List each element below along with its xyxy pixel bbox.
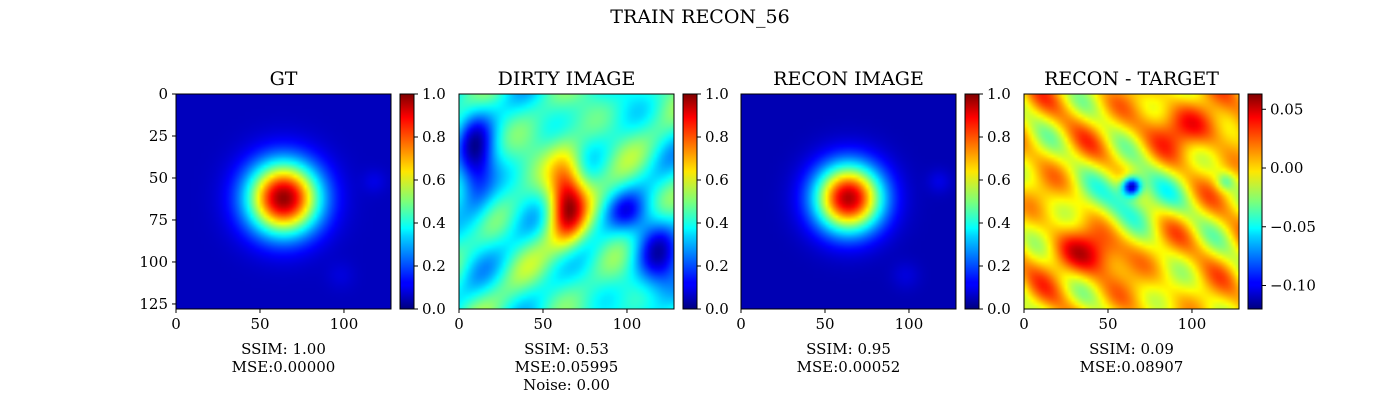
- heatmap-image: [741, 94, 956, 309]
- panel-title-gt: GT: [269, 68, 298, 90]
- colorbar: [682, 93, 698, 310]
- axes-frame: [175, 93, 392, 310]
- metric-mse: MSE:0.08907: [1079, 358, 1184, 376]
- colorbar-tick-label: 0.00: [1270, 159, 1303, 177]
- panel-recon: 0 50 100 0.0 0.2 0.4 0.6 0.8 1.0: [736, 85, 1011, 333]
- panel-title-recon: RECON IMAGE: [773, 68, 924, 90]
- metric-ssim: SSIM: 0.53: [524, 340, 609, 358]
- x-tick-label: 100: [330, 315, 359, 333]
- figure-title: TRAIN RECON_56: [610, 6, 790, 28]
- metric-ssim: SSIM: 0.09: [1089, 340, 1174, 358]
- heatmap-image: [176, 94, 391, 309]
- metric-mse: MSE:0.00000: [231, 358, 336, 376]
- metric-ssim: SSIM: 1.00: [241, 340, 326, 358]
- x-tick-label: 50: [533, 315, 552, 333]
- x-tick-label: 50: [1098, 315, 1117, 333]
- panel-gt: 0 50 100 0 25 50 75 100 125 0.0 0.2 0.4 0.6 0.8 1.0: [139, 85, 446, 333]
- colorbar: [399, 93, 415, 310]
- axes-frame: [1023, 93, 1240, 310]
- metric-mse: MSE:0.05995: [514, 358, 619, 376]
- colorbar: [964, 93, 980, 310]
- y-tick-label: 125: [139, 295, 168, 313]
- colorbar-tick-label: 0.05: [1270, 100, 1303, 118]
- panel-title-dirty: DIRTY IMAGE: [497, 68, 636, 90]
- axes-frame: [740, 93, 957, 310]
- x-tick-label: 100: [613, 315, 642, 333]
- colorbar-tick-label: 0.6: [705, 171, 729, 189]
- colorbar: [1247, 93, 1263, 310]
- metric-ssim: SSIM: 0.95: [806, 340, 891, 358]
- y-tick-label: 0: [158, 85, 168, 103]
- metric-noise: Noise: 0.00: [523, 376, 610, 394]
- metrics-gt: SSIM: 1.00 MSE:0.00000: [176, 340, 391, 376]
- colorbar-tick-label: 0.2: [705, 257, 729, 275]
- x-tick-label: 50: [815, 315, 834, 333]
- colorbar-tick-label: 0.0: [422, 300, 446, 318]
- x-tick-label: 100: [1178, 315, 1207, 333]
- y-tick-label: 100: [139, 253, 168, 271]
- colorbar-tick-label: 0.8: [422, 128, 446, 146]
- axes-frame: [458, 93, 675, 310]
- colorbar-tick-label: 0.0: [705, 300, 729, 318]
- colorbar-tick-label: 0.4: [705, 214, 729, 232]
- heatmap-image: [1024, 94, 1239, 309]
- y-tick-label: 50: [149, 169, 168, 187]
- x-tick-label: 0: [736, 315, 746, 333]
- colorbar-tick-label: 0.6: [987, 171, 1011, 189]
- x-tick-label: 50: [250, 315, 269, 333]
- y-tick-label: 25: [149, 127, 168, 145]
- colorbar-tick-label: 0.8: [987, 128, 1011, 146]
- x-tick-label: 100: [895, 315, 924, 333]
- colorbar-tick-label: 0.6: [422, 171, 446, 189]
- heatmap-image: [459, 94, 674, 309]
- panel-diff: 0 50 100 0.05 0.00 −0.05 −0.10: [1019, 93, 1316, 333]
- y-tick-label: 75: [149, 211, 168, 229]
- metrics-recon: SSIM: 0.95 MSE:0.00052: [741, 340, 956, 376]
- metric-mse: MSE:0.00052: [796, 358, 901, 376]
- x-tick-label: 0: [1019, 315, 1029, 333]
- colorbar-tick-label: 1.0: [705, 85, 729, 103]
- colorbar-tick-label: 0.8: [705, 128, 729, 146]
- colorbar-tick-label: −0.10: [1270, 277, 1316, 295]
- colorbar-tick-label: 0.4: [422, 214, 446, 232]
- panel-dirty: 0 50 100 0.0 0.2 0.4 0.6 0.8 1.0: [454, 85, 729, 333]
- metrics-diff: SSIM: 0.09 MSE:0.08907: [1024, 340, 1239, 376]
- colorbar-tick-label: 0.0: [987, 300, 1011, 318]
- colorbar-tick-label: 1.0: [987, 85, 1011, 103]
- metrics-dirty: SSIM: 0.53 MSE:0.05995 Noise: 0.00: [459, 340, 674, 394]
- colorbar-tick-label: 0.4: [987, 214, 1011, 232]
- colorbar-tick-label: −0.05: [1270, 218, 1316, 236]
- panel-title-diff: RECON - TARGET: [1044, 68, 1219, 90]
- x-tick-label: 0: [454, 315, 464, 333]
- x-tick-label: 0: [171, 315, 181, 333]
- colorbar-tick-label: 0.2: [422, 257, 446, 275]
- colorbar-tick-label: 0.2: [987, 257, 1011, 275]
- colorbar-tick-label: 1.0: [422, 85, 446, 103]
